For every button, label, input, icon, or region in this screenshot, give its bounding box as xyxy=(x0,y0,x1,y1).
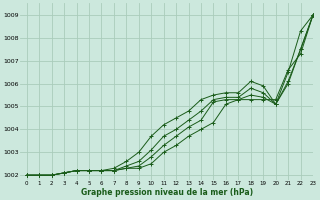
X-axis label: Graphe pression niveau de la mer (hPa): Graphe pression niveau de la mer (hPa) xyxy=(81,188,253,197)
